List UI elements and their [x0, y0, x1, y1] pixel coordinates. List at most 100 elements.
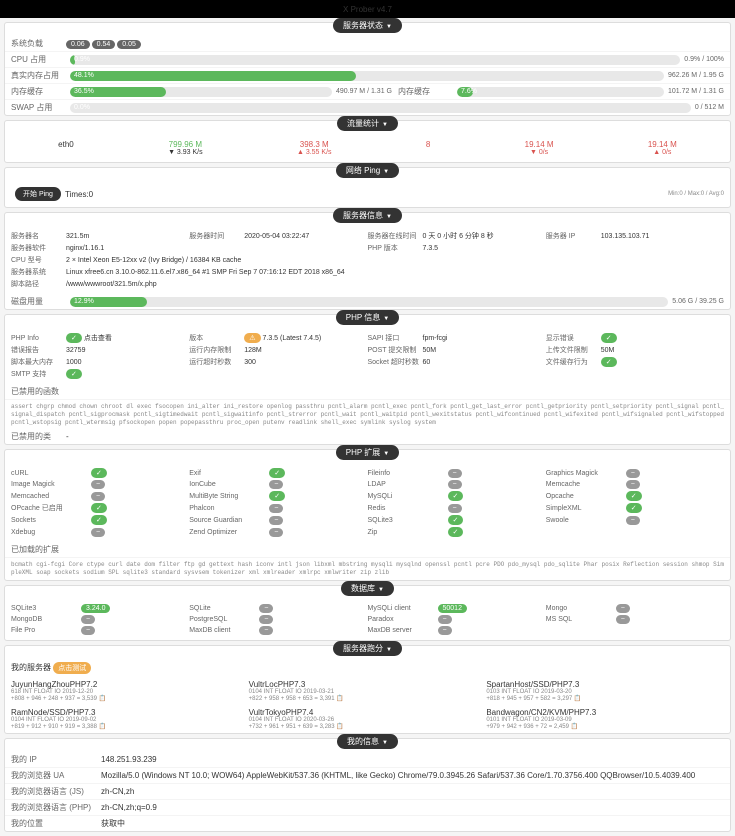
start-ping-button[interactable]: 开始 Ping — [15, 187, 61, 201]
section-toggle[interactable]: 数据库 — [341, 581, 394, 596]
ext-item: Phalcon− — [189, 502, 367, 514]
bench-server: JuyunHangZhouPHP7.2618 INT FLOAT IO 2019… — [11, 680, 249, 702]
status-badge: ✓ — [601, 357, 617, 367]
ext-item: SimpleXML✓ — [546, 502, 724, 514]
mine-label: 我的服务器 — [11, 663, 51, 672]
ext-item: Sockets✓ — [11, 514, 189, 526]
ext-item: Redis− — [368, 502, 546, 514]
ext-status: ✓ — [91, 468, 107, 478]
bench-server: VultrTokyoPHP7.40104 INT FLOAT IO 2020-0… — [249, 708, 487, 730]
load-chip: 0.54 — [92, 40, 116, 49]
db-ver: 3.24.0 — [81, 604, 110, 613]
php-ext-panel: PHP 扩展 cURL✓Exif✓Fileinfo−Graphics Magic… — [4, 449, 731, 581]
db-status: − — [438, 626, 452, 635]
php-item: 文件缓存行为✓ — [546, 356, 724, 368]
status-badge: ✓ — [66, 333, 82, 343]
ext-item: Swoole− — [546, 514, 724, 526]
php-item: Socket 超时秒数60 — [368, 356, 546, 368]
status-badge: ⚠ — [244, 333, 260, 343]
ext-item: Memcached− — [11, 490, 189, 502]
php-item: POST 提交限制50M — [368, 344, 546, 356]
db-status: − — [616, 615, 630, 624]
bar-label: 真实内存占用 — [11, 70, 66, 81]
bench-server: VultrLocPHP7.30104 INT FLOAT IO 2019-03-… — [249, 680, 487, 702]
ext-status: ✓ — [269, 468, 285, 478]
client-item: 我的浏览器语言 (PHP)zh-CN,zh;q=0.9 — [5, 800, 730, 816]
traffic-panel: 流量统计 eth0 799.96 M▼ 3.93 K/s398.3 M▲ 3.5… — [4, 120, 731, 163]
db-item: MaxDB client− — [189, 625, 367, 636]
ext-status: − — [626, 480, 640, 489]
ext-status: − — [448, 480, 462, 489]
section-toggle[interactable]: PHP 扩展 — [336, 445, 399, 460]
db-item: Paradox− — [368, 614, 546, 625]
ext-item: SQLite3✓ — [368, 514, 546, 526]
section-toggle[interactable]: 服务器状态 — [333, 18, 402, 33]
ext-item: Xdebug− — [11, 526, 189, 538]
traffic-stat: 8 — [426, 140, 430, 156]
bench-server: Bandwagon/CN2/KVM/PHP7.30101 INT FLOAT I… — [486, 708, 724, 730]
load-label: 系统负载 — [11, 38, 66, 49]
bar-label: 内存缓存 — [11, 86, 66, 97]
db-ver: 50012 — [438, 604, 467, 613]
disabled-fn: assert chgrp chmod chown chroot dl exec … — [5, 400, 730, 429]
info-item: CPU 型号2 × Intel Xeon E5-12xx v2 (Ivy Bri… — [11, 254, 724, 266]
ext-item: Image Magick− — [11, 479, 189, 490]
php-item: 运行内存限制128M — [189, 344, 367, 356]
bench-server: SpartanHost/SSD/PHP7.30103 INT FLOAT IO … — [486, 680, 724, 702]
client-item: 我的浏览器语言 (JS)zh-CN,zh — [5, 784, 730, 800]
ext-item: MySQLi✓ — [368, 490, 546, 502]
info-item: PHP 版本7.3.5 — [368, 242, 725, 254]
ext-item: Memcache− — [546, 479, 724, 490]
ping-summary: Min:0 / Max:0 / Avg:0 — [668, 191, 724, 197]
section-toggle[interactable]: 网络 Ping — [336, 163, 399, 178]
progress-bar: 7.6% — [457, 87, 664, 97]
ext-status: ✓ — [626, 491, 642, 501]
ext-item: MultiByte String✓ — [189, 490, 367, 502]
db-item: SQLite33.24.0 — [11, 603, 189, 614]
bench-server: RamNode/SSD/PHP7.30104 INT FLOAT IO 2019… — [11, 708, 249, 730]
php-item: 版本⚠ 7.3.5 (Latest 7.4.5) — [189, 332, 367, 344]
load-chip: 0.06 — [66, 40, 90, 49]
load-chips: 0.060.540.05 — [66, 39, 143, 49]
db-item: MongoDB− — [11, 614, 189, 625]
iface: eth0 — [58, 140, 74, 156]
section-toggle[interactable]: 我的信息 — [337, 734, 398, 749]
traffic-stat: 19.14 M▼ 0/s — [525, 140, 554, 156]
ext-status: − — [626, 469, 640, 478]
info-item: 服务器名321.5m — [11, 230, 189, 242]
traffic-stat: 19.14 M▲ 0/s — [648, 140, 677, 156]
bar-pct: 0.0% — [74, 103, 90, 113]
php-item: 显示错误✓ — [546, 332, 724, 344]
ext-item: Source Guardian− — [189, 514, 367, 526]
disk-label: 磁盘用量 — [11, 296, 66, 307]
section-toggle[interactable]: 服务器信息 — [333, 208, 402, 223]
info-item: 脚本路径/www/wwwroot/321.5m/x.php — [11, 278, 724, 290]
progress-bar: 48.1% — [70, 71, 664, 81]
section-toggle[interactable]: 流量统计 — [337, 116, 398, 131]
php-item: 上传文件限制50M — [546, 344, 724, 356]
run-bench-button[interactable]: 点击测试 — [53, 662, 91, 674]
ext-status: − — [91, 480, 105, 489]
info-item: 服务器软件nginx/1.16.1 — [11, 242, 368, 254]
traffic-stats: eth0 799.96 M▼ 3.93 K/s398.3 M▲ 3.55 K/s… — [5, 134, 730, 162]
ext-status: ✓ — [448, 527, 464, 537]
section-toggle[interactable]: 服务器跑分 — [333, 641, 402, 656]
php-info-panel: PHP 信息 PHP Info✓ 点击查看版本⚠ 7.3.5 (Latest 7… — [4, 314, 731, 445]
ext-status: − — [91, 528, 105, 537]
db-item: File Pro− — [11, 625, 189, 636]
db-item: MySQLi client50012 — [368, 603, 546, 614]
ext-status: − — [269, 504, 283, 513]
server-info-panel: 服务器信息 服务器名321.5m服务器时间2020-05-04 03:22:47… — [4, 212, 731, 310]
disk-right: 5.06 G / 39.25 G — [672, 298, 724, 305]
section-toggle[interactable]: PHP 信息 — [336, 310, 399, 325]
db-item: MaxDB server− — [368, 625, 546, 636]
ext-item: cURL✓ — [11, 467, 189, 479]
bar-pct: 48.1% — [74, 71, 94, 81]
client-panel: 我的信息 我的 IP148.251.93.239我的浏览器 UAMozilla/… — [4, 738, 731, 832]
disk-pct: 12.9% — [74, 297, 94, 307]
ping-panel: 网络 Ping 开始 Ping Times:0 Min:0 / Max:0 / … — [4, 167, 731, 208]
ext-status: − — [269, 528, 283, 537]
ext-status: ✓ — [626, 503, 642, 513]
ext-item: Fileinfo− — [368, 467, 546, 479]
db-item: SQLite− — [189, 603, 367, 614]
